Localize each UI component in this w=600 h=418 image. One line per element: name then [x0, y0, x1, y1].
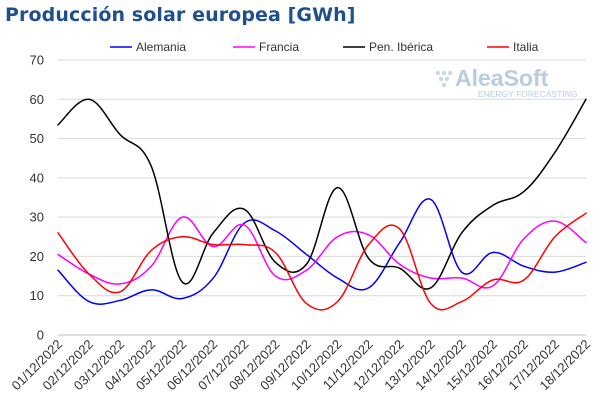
y-tick-label: 10 [30, 288, 44, 303]
series-line-alemania [57, 198, 587, 305]
series-line-italia [57, 212, 587, 311]
aleasoft-watermark: AleaSoft ENERGY FORECASTING [435, 65, 578, 99]
y-tick-label: 0 [37, 328, 44, 343]
legend-label: Alemania [136, 40, 186, 54]
y-tick-label: 50 [30, 131, 44, 146]
legend-item-italia: Italia [487, 40, 539, 54]
y-axis-ticks: 0 10 20 30 40 50 60 70 [30, 53, 44, 343]
legend-item-alemania: Alemania [110, 40, 186, 54]
y-tick-label: 20 [30, 249, 44, 264]
y-tick-label: 60 [30, 92, 44, 107]
watermark-brand: AleaSoft [455, 65, 549, 91]
legend-item-francia: Francia [233, 40, 299, 54]
y-tick-label: 70 [30, 53, 44, 68]
legend-item-pen-ib-rica: Pen. Ibérica [343, 40, 433, 54]
series-line-pen-ib-rica [57, 98, 587, 290]
y-tick-label: 30 [30, 210, 44, 225]
series-lines [57, 98, 587, 311]
x-axis-ticks: 01/12/202202/12/202203/12/202204/12/2022… [8, 337, 593, 394]
legend: Alemania Francia Pen. Ibérica Italia [110, 40, 539, 54]
y-tick-label: 40 [30, 170, 44, 185]
legend-label: Italia [513, 40, 539, 54]
legend-label: Pen. Ibérica [369, 40, 433, 54]
chart-title: Producción solar europea [GWh] [5, 4, 356, 26]
legend-label: Francia [259, 40, 299, 54]
watermark-tagline: ENERGY FORECASTING [478, 89, 578, 99]
aleasoft-logo-icon [435, 70, 453, 88]
series-line-francia [57, 216, 587, 289]
